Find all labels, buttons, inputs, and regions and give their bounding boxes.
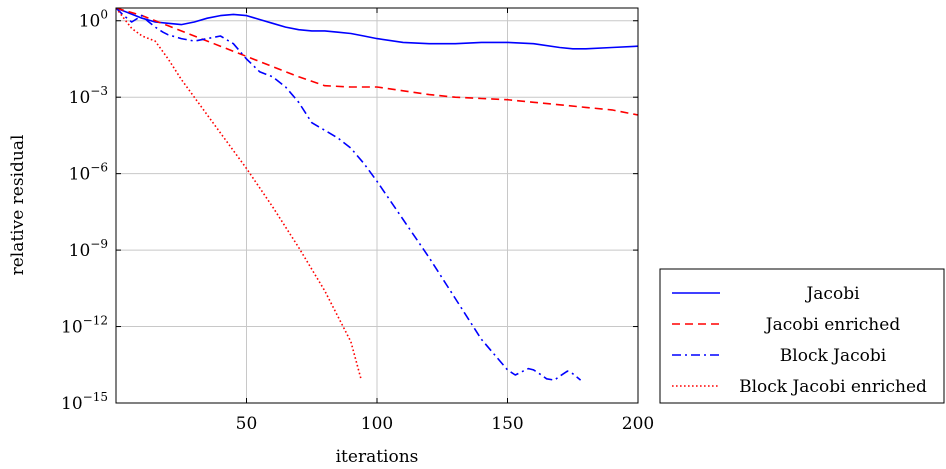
y-tick-exponent: 0 xyxy=(100,8,108,22)
series-lines xyxy=(116,8,638,381)
y-tick-exponent: −9 xyxy=(90,237,108,251)
x-tick-label: 150 xyxy=(491,414,523,434)
legend-box xyxy=(659,268,945,404)
legend-label-2: Block Jacobi xyxy=(780,346,887,366)
series-line-0 xyxy=(116,8,638,50)
y-tick-label: 100 xyxy=(79,8,108,32)
x-axis-label: iterations xyxy=(336,447,419,467)
x-tick-label: 100 xyxy=(361,414,393,434)
y-tick-label: 10−12 xyxy=(61,314,108,338)
series-line-2 xyxy=(116,8,582,381)
y-tick-exponent: −15 xyxy=(83,390,108,404)
x-tick-label: 200 xyxy=(622,414,654,434)
y-tick-base: 10 xyxy=(69,165,91,185)
x-tick-label: 50 xyxy=(236,414,258,434)
grid xyxy=(116,8,639,404)
y-tick-label: 10−15 xyxy=(61,390,108,414)
legend-label-0: Jacobi xyxy=(804,284,860,304)
series-line-3 xyxy=(116,8,363,381)
y-tick-base: 10 xyxy=(61,394,83,414)
y-tick-exponent: −3 xyxy=(90,84,108,98)
y-tick-base: 10 xyxy=(61,318,83,338)
y-tick-label: 10−9 xyxy=(69,237,108,261)
y-tick-exponent: −12 xyxy=(83,314,108,328)
y-tick-base: 10 xyxy=(69,241,91,261)
legend-label-3: Block Jacobi enriched xyxy=(739,377,927,397)
y-tick-base: 10 xyxy=(79,12,101,32)
legend-label-1: Jacobi enriched xyxy=(764,315,901,335)
y-tick-base: 10 xyxy=(69,88,91,108)
legend: Jacobi Jacobi enriched Block Jacobi Block J… xyxy=(659,268,945,404)
y-tick-label: 10−6 xyxy=(69,161,108,185)
y-tick-exponent: −6 xyxy=(90,161,108,175)
y-tick-label: 10−3 xyxy=(69,84,108,108)
y-axis-label: relative residual xyxy=(8,135,28,276)
